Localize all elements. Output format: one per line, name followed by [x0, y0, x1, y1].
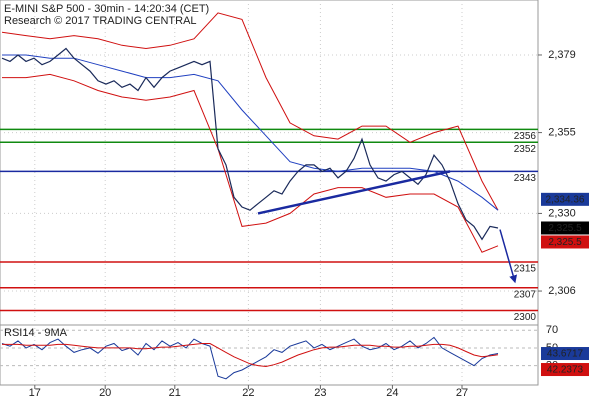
rsi-tick-label: 70 [546, 324, 558, 336]
price-tag-label: 2,334.36 [546, 194, 585, 205]
chart-subtitle: Research © 2017 TRADING CENTRAL [4, 15, 197, 27]
x-tick-label: 17 [29, 387, 41, 399]
y-tick-label: 2,330 [548, 207, 576, 219]
trendline [257, 170, 451, 215]
y-tick-label: 2,379 [548, 49, 576, 61]
series-line [2, 343, 499, 368]
level-label: 2343 [514, 173, 537, 184]
series-line [1, 47, 499, 241]
level-label: 2352 [514, 144, 537, 155]
level-label: 2356 [514, 131, 537, 142]
price-tag [541, 192, 589, 206]
price-panel [0, 0, 539, 326]
trendline [499, 229, 517, 284]
chart-title: E-MINI S&P 500 - 30min - 14:20:34 (CET) [4, 3, 209, 15]
x-tick-label: 21 [169, 387, 181, 399]
price-tag [541, 221, 589, 235]
price-tag [541, 235, 589, 249]
price-tag-label: 2,325.5 [548, 223, 582, 234]
x-tick-label: 27 [456, 387, 468, 399]
price-tag-label: 2,325.5 [548, 237, 582, 248]
level-label: 2315 [514, 264, 537, 275]
y-tick-label: 2,355 [548, 126, 576, 138]
series-line [1, 12, 499, 211]
x-tick-label: 20 [99, 387, 111, 399]
level-label: 2300 [514, 312, 537, 323]
y-tick-label: 2,306 [548, 285, 576, 297]
rsi-tag [541, 363, 589, 377]
x-tick-label: 22 [242, 387, 254, 399]
rsi-panel [0, 324, 539, 386]
series-line [2, 54, 499, 211]
series-line [1, 336, 499, 380]
series-line [2, 73, 499, 253]
x-tick-label: 24 [386, 387, 398, 399]
level-label: 2307 [514, 289, 537, 300]
rsi-tag-label: 42.2373 [547, 365, 584, 376]
x-tick-label: 23 [314, 387, 326, 399]
rsi-title: RSI14 - 9MA [4, 327, 68, 339]
rsi-tag-label: 43.6717 [547, 349, 584, 360]
rsi-tag [541, 347, 589, 361]
